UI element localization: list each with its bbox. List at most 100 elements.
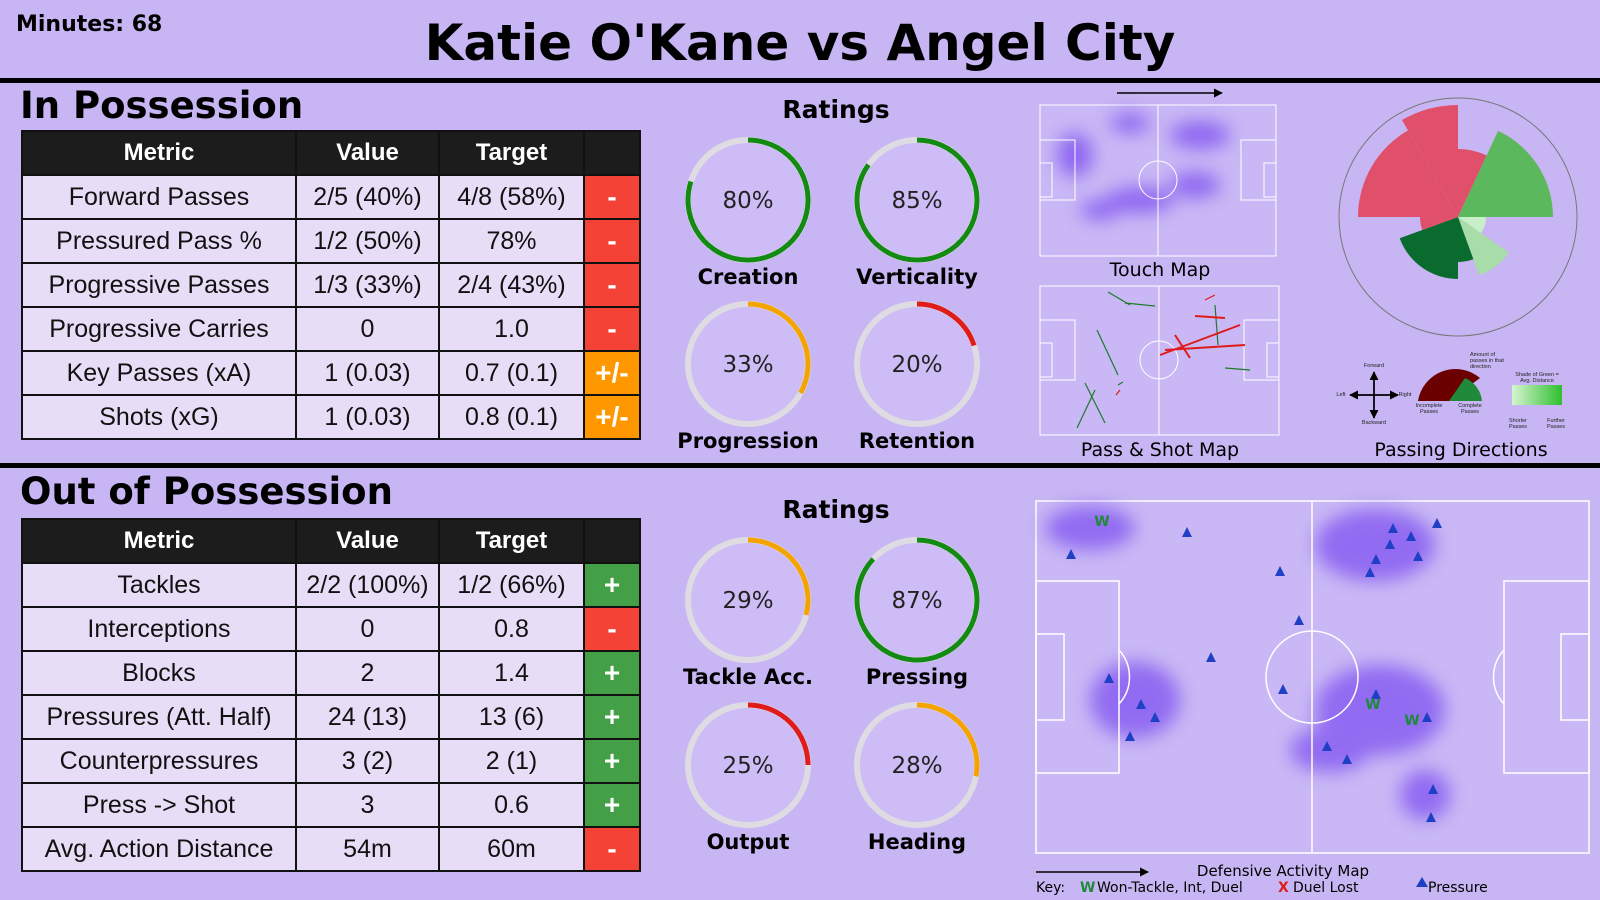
won-marker: W <box>1080 880 1095 896</box>
table-row: Pressures (Att. Half) 24 (13) 13 (6) + <box>21 694 641 740</box>
verdict: - <box>583 306 641 352</box>
gauge-label: Heading <box>868 830 966 854</box>
gauge-label: Output <box>707 830 790 854</box>
value: 2/5 (40%) <box>295 174 440 220</box>
table-row: Progressive Passes 1/3 (33%) 2/4 (43%) - <box>21 262 641 308</box>
gauge-arc <box>854 137 980 263</box>
legend-wedge <box>1449 378 1482 401</box>
lost-marker: X <box>1278 880 1289 896</box>
section-title: In Possession <box>20 84 304 127</box>
verdict: + <box>583 738 641 784</box>
pressure-marker <box>1322 741 1332 751</box>
verdict: - <box>583 174 641 220</box>
metric: Tackles <box>21 562 297 608</box>
gauge-label: Pressing <box>866 665 968 689</box>
value: 54m <box>295 826 440 872</box>
caption: Defensive Activity Map <box>1197 862 1369 880</box>
wedges <box>1358 105 1553 279</box>
table-row: Shots (xG) 1 (0.03) 0.8 (0.1) +/- <box>21 394 641 440</box>
table-row: Progressive Carries 0 1.0- <box>21 306 641 352</box>
verdict: +/- <box>583 394 641 440</box>
won-marker: W <box>1404 713 1419 729</box>
target: 13 (6) <box>438 694 585 740</box>
column-header: Target <box>438 130 585 176</box>
target: 1.4 <box>438 650 585 696</box>
value: 1/3 (33%) <box>295 262 440 308</box>
pressure-marker <box>1428 784 1438 794</box>
ratings-title: Ratings <box>782 95 889 124</box>
gauge-label: Verticality <box>856 265 978 289</box>
legend-text: Further Passes <box>1546 418 1566 430</box>
table-row: Blocks 2 1.4 + <box>21 650 641 696</box>
compass <box>1349 371 1399 419</box>
wedge <box>1458 130 1553 217</box>
wedge <box>1358 130 1458 217</box>
table-row: Avg. Action Distance 54m 60m - <box>21 826 641 872</box>
value: 3 (2) <box>295 738 440 784</box>
verdict: - <box>583 262 641 308</box>
ratings-title: Ratings <box>782 495 889 524</box>
target: 78% <box>438 218 585 264</box>
metric: Avg. Action Distance <box>21 826 297 872</box>
minutes: Minutes: 68 <box>16 12 162 37</box>
verdict: + <box>583 694 641 740</box>
value: 2 <box>295 650 440 696</box>
gauge-value: 80% <box>722 188 773 214</box>
caption: Passing Directions <box>1374 439 1547 461</box>
pressure-marker <box>1125 731 1135 741</box>
pressure-marker <box>1182 527 1192 537</box>
pressure-marker <box>1371 554 1381 564</box>
target: 1/2 (66%) <box>438 562 585 608</box>
metric: Pressures (Att. Half) <box>21 694 297 740</box>
column-header: Metric <box>21 518 297 564</box>
pressure-marker <box>1416 877 1428 887</box>
legend-gradient <box>1512 385 1562 405</box>
pressure-marker <box>1388 523 1398 533</box>
target: 1.0 <box>438 306 585 352</box>
pitch-lines <box>1039 105 1277 256</box>
gauge-value: 25% <box>722 753 773 779</box>
metric: Progressive Passes <box>21 262 297 308</box>
header-row: Metric Value Target <box>21 518 641 564</box>
legend-text: Shade of Green = Avg. Distance <box>1515 372 1559 384</box>
key-won: Won-Tackle, Int, Duel <box>1097 880 1243 896</box>
divider <box>0 463 1600 468</box>
gauge-value: 33% <box>722 352 773 378</box>
gauge-arc <box>685 137 811 263</box>
table-row: Forward Passes 2/5 (40%) 4/8 (58%) - <box>21 174 641 220</box>
wedge <box>1402 105 1458 217</box>
column-header: Metric <box>21 130 297 176</box>
column-header: Target <box>438 518 585 564</box>
pressure-marker <box>1150 712 1160 722</box>
target: 0.8 (0.1) <box>438 394 585 440</box>
column-header <box>583 130 641 176</box>
value: 0 <box>295 606 440 652</box>
legend-text: Complete Passes <box>1458 403 1482 415</box>
table-row: Pressured Pass % 1/2 (50%) 78% - <box>21 218 641 264</box>
title: Katie O'Kane vs Angel City <box>425 14 1176 72</box>
gauge-arc <box>854 537 980 663</box>
table-row: Press -> Shot 3 0.6 + <box>21 782 641 828</box>
pressure-marker <box>1365 567 1375 577</box>
gauge-arc <box>747 301 811 395</box>
metric: Forward Passes <box>21 174 297 220</box>
pressure-marker <box>1342 754 1352 764</box>
value: 1 (0.03) <box>295 350 440 396</box>
pass-map: Pass & Shot Map <box>1039 285 1280 461</box>
metric: Press -> Shot <box>21 782 297 828</box>
gauge-value: 85% <box>891 188 942 214</box>
legend-text: Backward <box>1361 420 1387 426</box>
target: 0.6 <box>438 782 585 828</box>
wedge <box>1399 217 1458 279</box>
markers: W W W <box>1066 514 1442 822</box>
pressure-marker <box>1422 712 1432 722</box>
caption: Touch Map <box>1109 259 1211 281</box>
target: 0.8 <box>438 606 585 652</box>
target: 0.7 (0.1) <box>438 350 585 396</box>
target: 60m <box>438 826 585 872</box>
pressure-marker <box>1275 566 1285 576</box>
target: 2 (1) <box>438 738 585 784</box>
metric: Progressive Carries <box>21 306 297 352</box>
pressure-marker <box>1206 652 1216 662</box>
